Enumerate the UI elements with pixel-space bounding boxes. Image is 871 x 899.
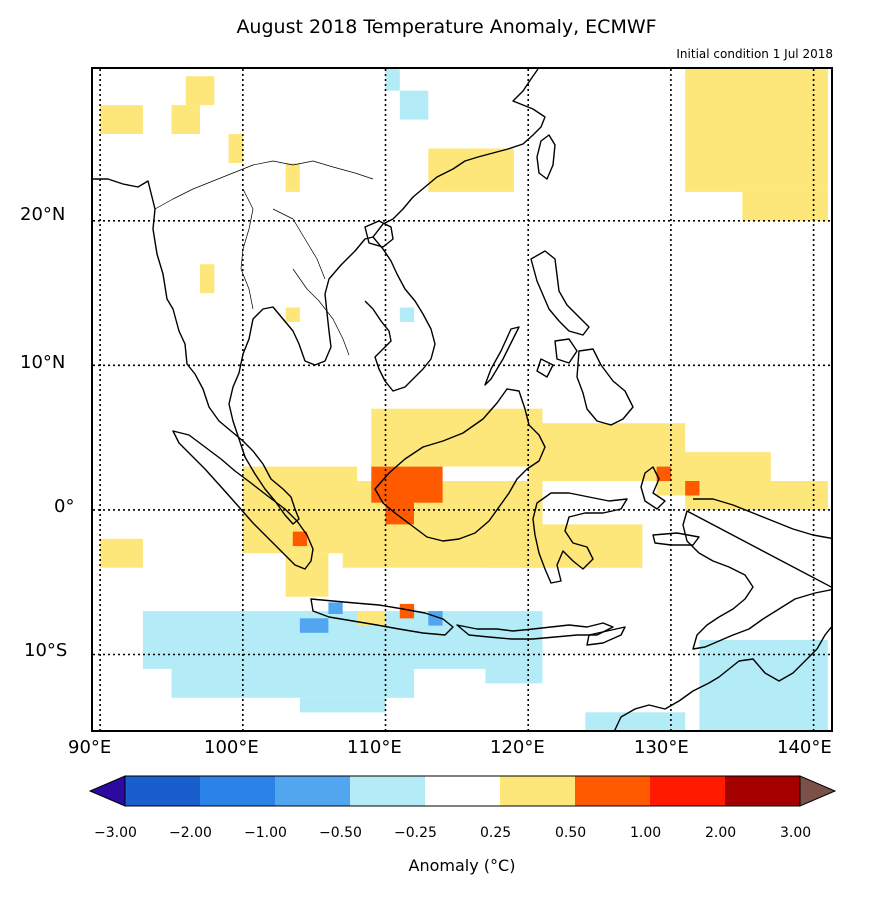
colorbar-tick-0: −3.00 [94,825,137,841]
colorbar-tick-4: −0.25 [394,825,437,841]
coastline-hainan [364,220,394,248]
anomaly-cell-cool-6 [399,307,415,322]
anomaly-cell-warm-18 [285,553,329,597]
anomaly-cell-cool-0 [142,611,543,669]
anomaly-cell-hot-3 [399,603,415,619]
anomaly-cell-warm-13 [685,481,828,510]
colorbar-tick-3: −0.50 [319,825,362,841]
colorbar-box-3 [350,776,425,806]
anomaly-cell-cool-3 [485,668,543,684]
coastline-vietnam [364,236,436,392]
lon-label-110e: 110°E [347,737,402,758]
anomaly-cell-warm-1 [742,191,828,221]
colorbar-over-triangle [799,775,836,807]
colorbar-box-8 [725,776,800,806]
coastline-asia [93,69,546,525]
lat-label-equator: 0° [54,496,75,517]
anomaly-cell-cool-2 [299,697,386,713]
map-frame[interactable] [91,67,833,732]
coastline-australia [614,626,831,730]
anomaly-cell-warm-7 [428,148,514,192]
lon-label-130e: 130°E [634,737,689,758]
coastline-luzon [530,250,590,336]
colorbar-tick-7: 1.00 [630,825,662,841]
anomaly-cell-warm-2 [185,76,215,106]
anomaly-cell-warm-10 [371,408,543,467]
coastline-borneo [374,388,546,542]
coastline-mindanao [576,348,634,426]
lat-label-10n: 10°N [20,352,66,373]
colorbar-box-6 [575,776,650,806]
map-subtitle: Initial condition 1 Jul 2018 [676,47,833,61]
lon-label-100e: 100°E [204,737,259,758]
coastline-sunda [456,622,614,640]
coastline-sumatra [172,430,314,570]
lat-label-20n: 20°N [20,204,66,225]
colorbar-title: Anomaly (°C) [408,856,516,875]
colorbar-box-2 [275,776,350,806]
colorbar-box-0 [125,776,200,806]
colorbar-under-triangle [88,775,126,807]
colorbar-tick-1: −2.00 [169,825,212,841]
colorbar-outline [124,775,801,807]
anomaly-cell-warm-19 [357,611,386,626]
anomaly-cell-warm-8 [200,264,215,294]
coastline-new-guinea [682,498,831,650]
coastline-halmahera [640,466,666,510]
colorbar-box-7 [650,776,725,806]
anomaly-cell-warm-3 [171,105,200,134]
anomaly-cell-warm-4 [100,105,143,134]
anomaly-cell-warm-0 [685,69,828,192]
colorbar-tick-5: 0.25 [480,825,512,841]
anomaly-cell-warm-17 [100,538,143,568]
colorbar-box-1 [200,776,275,806]
anomaly-cell-cool-4 [385,69,400,91]
coastline-timor [586,626,626,646]
colorbar [88,775,836,807]
colorbar-tick-2: −1.00 [244,825,287,841]
colorbar-tick-6: 0.50 [555,825,587,841]
colorbar-box-4 [425,776,500,806]
anomaly-cell-warm-9 [285,307,300,322]
lon-label-120e: 120°E [490,737,545,758]
anomaly-cell-cold-0 [299,618,329,633]
colorbar-box-5 [500,776,575,806]
anomaly-cell-warm-5 [228,134,243,163]
coastline-visayas [536,338,578,378]
lat-label-10s: 10°S [24,640,68,661]
coastline-seram [652,532,700,546]
coastline-taiwan [536,134,556,180]
map-title: August 2018 Temperature Anomaly, ECMWF [236,16,657,38]
colorbar-tick-8: 2.00 [705,825,737,841]
anomaly-cell-hot-4 [656,466,671,482]
anomaly-cell-warm-16 [485,524,643,568]
borders-indochina [154,160,374,356]
coastline-java [310,598,454,636]
anomaly-cell-cool-8 [585,712,686,730]
anomaly-cell-cold-1 [328,602,343,614]
colorbar-tick-9: 3.00 [780,825,812,841]
anomaly-cell-cool-1 [171,668,415,698]
anomaly-cell-hot-5 [685,481,700,496]
anomaly-cell-hot-2 [292,531,308,547]
map-canvas[interactable] [93,69,833,732]
anomaly-cell-warm-6 [285,163,300,192]
lon-label-90e: 90°E [68,737,112,758]
anomaly-cell-cool-5 [399,90,429,120]
coastline-sulawesi [532,492,628,584]
lon-label-140e: 140°E [777,737,832,758]
coastline-palawan [484,326,520,386]
